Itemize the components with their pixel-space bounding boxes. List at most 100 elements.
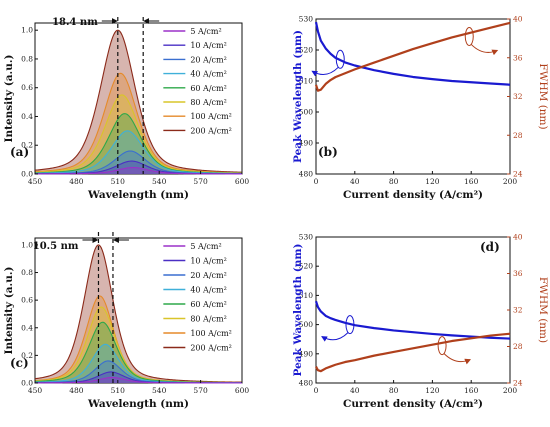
y-axis-label: Peak Wavelength (nm): [292, 244, 304, 377]
y-tick-label: 0.4: [21, 112, 33, 121]
peak-wavelength-indicator: [335, 49, 345, 69]
y2-tick-label: 28: [513, 342, 523, 351]
x-tick-label: 40: [350, 177, 360, 186]
peak-wavelength-arrow: [321, 332, 349, 342]
spectrum-panel-0: 450 480 510 540 570 600 0.0 0.2 0.4 0.6 0.8 1.0 Wave…: [3, 17, 249, 201]
legend-label-0: 5 A/cm²: [190, 27, 221, 36]
x-tick-label: 120: [425, 386, 440, 395]
series-line-0: [314, 300, 511, 340]
y-tick-label: 0.2: [21, 351, 33, 360]
x-tick-label: 160: [464, 386, 479, 395]
y-tick-label: 510: [299, 77, 314, 86]
series-line-1: [314, 21, 511, 92]
legend-label-2: 20 A/cm²: [190, 271, 226, 280]
y-tick-label: 530: [299, 15, 314, 24]
y-tick-label: 490: [299, 349, 314, 358]
y-axis-label: Intensity (a.u.): [3, 55, 15, 143]
x-tick-label: 570: [193, 386, 208, 395]
plot-frame: [34, 22, 243, 175]
y-tick-label: 0.6: [21, 83, 33, 92]
series-line-0: [35, 376, 242, 384]
legend-label-5: 80 A/cm²: [190, 315, 226, 324]
legend-label-7: 200 A/cm²: [190, 126, 232, 135]
fwhm-arrow: [470, 44, 499, 56]
y2-tick-label: 40: [513, 15, 523, 24]
x-tick-label: 450: [28, 386, 43, 395]
x-tick-label: 450: [28, 177, 43, 186]
series-line-1: [315, 332, 511, 373]
legend-label-3: 40 A/cm²: [190, 286, 226, 295]
legend-label-1: 10 A/cm²: [190, 41, 226, 50]
fwhm-indicator: [437, 336, 447, 356]
current-panel-1: 0 40 80 120 160 200 480 490 500 510 520 530 24 28 32 36…: [292, 15, 549, 202]
x-tick-label: 80: [389, 177, 399, 186]
y2-tick-label: 36: [513, 53, 523, 62]
x-tick-label: 480: [69, 386, 84, 395]
y-tick-label: 1.0: [21, 240, 33, 249]
y-tick-label: 500: [299, 320, 314, 329]
current-panel-3: 0 40 80 120 160 200 480 490 500 510 520 530 24 28 32 36…: [292, 233, 549, 411]
series-fill-7: [35, 244, 242, 383]
plot-frame: [34, 237, 243, 384]
x-axis-label: Wavelength (nm): [87, 398, 189, 410]
y-tick-label: 500: [299, 108, 314, 117]
x-tick-label: 40: [350, 386, 360, 395]
legend-label-4: 60 A/cm²: [190, 84, 226, 93]
series-fill-3: [35, 130, 242, 174]
series-fill-4: [35, 113, 242, 174]
y-tick-label: 520: [299, 46, 314, 55]
x-tick-label: 0: [314, 177, 319, 186]
y-tick-label: 0.2: [21, 141, 33, 150]
y2-axis-label: FWHM (nm): [537, 277, 549, 343]
y2-axis-label: FWHM (nm): [537, 63, 549, 129]
legend-label-2: 20 A/cm²: [190, 55, 226, 64]
series-line-0: [35, 166, 242, 175]
x-tick-label: 160: [464, 177, 479, 186]
fwhm-annotation: 10.5 nm: [33, 241, 79, 252]
y-tick-label: 0.0: [21, 379, 33, 388]
y-tick-label: 1.0: [21, 26, 33, 35]
y-tick-label: 520: [299, 262, 314, 271]
x-axis-label: Current density (A/cm²): [343, 189, 483, 201]
fwhm-arrow: [443, 353, 472, 365]
series-fill-6: [35, 296, 242, 383]
series-fill-2: [35, 360, 242, 383]
x-tick-label: 480: [69, 177, 84, 186]
spectrum-panel-2: 450 480 510 540 570 600 0.0 0.2 0.4 0.6 0.8 1.0 Wave…: [3, 232, 249, 410]
y-tick-label: 0.8: [21, 54, 33, 63]
legend-label-0: 5 A/cm²: [190, 242, 221, 251]
x-tick-label: 540: [152, 386, 167, 395]
series-line-7: [34, 244, 243, 383]
y-tick-label: 480: [299, 170, 314, 179]
y-tick-label: 0.4: [21, 323, 33, 332]
y-tick-label: 0.0: [21, 170, 33, 179]
x-tick-label: 540: [152, 177, 167, 186]
x-tick-label: 120: [425, 177, 440, 186]
y-axis-label: Peak Wavelength (nm): [292, 30, 304, 163]
y2-tick-label: 24: [513, 379, 523, 388]
y2-tick-label: 32: [513, 92, 523, 101]
series-fill-6: [35, 73, 242, 174]
x-tick-label: 200: [503, 177, 518, 186]
x-tick-label: 0: [314, 386, 319, 395]
x-axis-label: Current density (A/cm²): [343, 398, 483, 410]
legend-label-1: 10 A/cm²: [190, 257, 226, 266]
y-tick-label: 530: [299, 233, 314, 242]
y2-tick-label: 24: [513, 170, 523, 179]
panel-label-2: (c): [10, 356, 29, 370]
y-tick-label: 490: [299, 139, 314, 148]
series-fill-0: [35, 167, 242, 174]
y2-tick-label: 40: [513, 233, 523, 242]
series-fill-5: [35, 94, 242, 174]
y-tick-label: 480: [299, 379, 314, 388]
fwhm-indicator: [464, 26, 474, 46]
legend-label-4: 60 A/cm²: [190, 300, 226, 309]
series-fill-5: [35, 307, 242, 383]
peak-wavelength-arrow: [311, 66, 339, 77]
y2-tick-label: 36: [513, 269, 523, 278]
x-tick-label: 510: [111, 177, 126, 186]
x-tick-label: 600: [235, 386, 250, 395]
y-axis-label: Intensity (a.u.): [3, 267, 15, 355]
x-tick-label: 80: [389, 386, 399, 395]
legend-label-6: 100 A/cm²: [190, 112, 232, 121]
